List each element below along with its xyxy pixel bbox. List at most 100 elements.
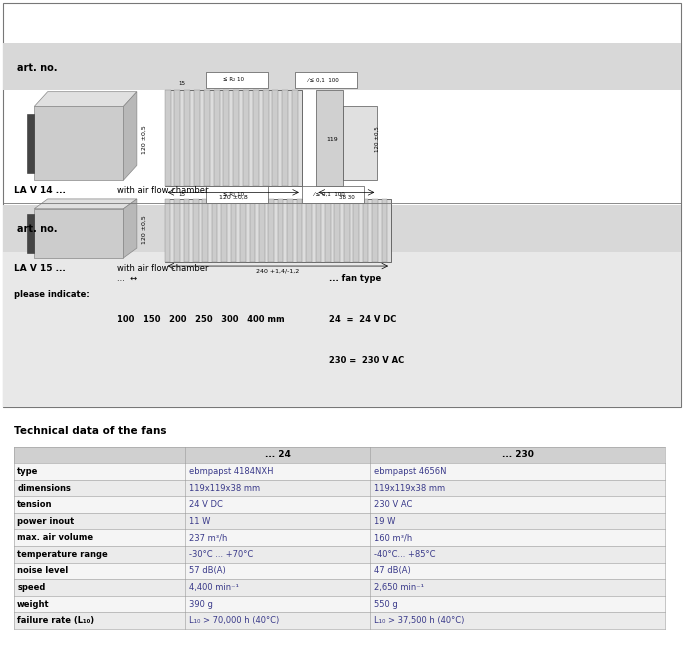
- Text: ... 24: ... 24: [265, 450, 291, 460]
- Bar: [3, 43, 681, 90]
- Bar: [174, 90, 180, 187]
- Y-axis label: R$_{th}$ [K/W]: R$_{th}$ [K/W]: [464, 193, 473, 223]
- Text: 11 W: 11 W: [189, 517, 210, 525]
- Bar: [34, 209, 123, 258]
- Text: LA V 14 ...: LA V 14 ...: [14, 186, 66, 195]
- Bar: [230, 199, 236, 262]
- Text: 24 VDC: 24 VDC: [648, 358, 667, 362]
- Bar: [381, 199, 387, 262]
- Text: ...  ↔: ... ↔: [117, 274, 137, 283]
- Text: 15: 15: [178, 192, 185, 197]
- Bar: [316, 199, 321, 262]
- Text: 120 ±0,5: 120 ±0,5: [375, 126, 380, 152]
- Polygon shape: [34, 199, 137, 209]
- Text: max. air volume: max. air volume: [17, 533, 93, 542]
- Text: 38 30: 38 30: [339, 195, 354, 200]
- Bar: [316, 90, 343, 187]
- Bar: [306, 199, 311, 262]
- Text: 230 VAC: 230 VAC: [648, 227, 669, 232]
- FancyBboxPatch shape: [206, 72, 268, 88]
- X-axis label: [mm]: [mm]: [568, 390, 584, 395]
- Bar: [204, 90, 210, 187]
- Polygon shape: [123, 92, 137, 180]
- Text: ebmpapst 4184NXH: ebmpapst 4184NXH: [189, 467, 273, 476]
- Bar: [185, 90, 190, 187]
- Bar: [165, 199, 391, 262]
- Bar: [250, 199, 255, 262]
- Bar: [3, 205, 681, 252]
- Bar: [212, 199, 217, 262]
- Text: noise level: noise level: [17, 566, 69, 576]
- Bar: [27, 213, 34, 253]
- Text: ... fan type: ... fan type: [329, 274, 381, 283]
- Bar: [272, 90, 279, 187]
- FancyBboxPatch shape: [295, 72, 357, 88]
- Text: -30°C ... +70°C: -30°C ... +70°C: [189, 550, 253, 559]
- Bar: [282, 90, 288, 187]
- Bar: [184, 199, 189, 262]
- Bar: [344, 199, 349, 262]
- Bar: [14, 480, 665, 497]
- Bar: [278, 199, 283, 262]
- Bar: [14, 596, 665, 613]
- Text: 19 W: 19 W: [374, 517, 395, 525]
- Text: ≤ R₂ 10: ≤ R₂ 10: [223, 77, 244, 83]
- Text: 160 m³/h: 160 m³/h: [374, 533, 412, 542]
- Text: dimensions: dimensions: [17, 484, 71, 493]
- FancyBboxPatch shape: [302, 187, 364, 203]
- Bar: [165, 90, 302, 187]
- Bar: [233, 90, 239, 187]
- Text: 4,400 min⁻¹: 4,400 min⁻¹: [189, 583, 239, 592]
- Text: 119: 119: [327, 137, 339, 142]
- Bar: [14, 529, 665, 546]
- Text: Technical data of the fans: Technical data of the fans: [14, 426, 166, 436]
- Bar: [263, 90, 268, 187]
- Text: 119x119x38 mm: 119x119x38 mm: [189, 484, 260, 493]
- Bar: [14, 613, 665, 629]
- Bar: [335, 199, 340, 262]
- Bar: [3, 252, 681, 407]
- Text: with air flow chamber: with air flow chamber: [117, 264, 208, 272]
- Text: with air flow chamber: with air flow chamber: [117, 186, 208, 195]
- Text: 390 g: 390 g: [189, 600, 213, 609]
- Bar: [174, 199, 180, 262]
- Text: 240 +1,4/-1,2: 240 +1,4/-1,2: [256, 268, 300, 274]
- Text: 120 ±0,5: 120 ±0,5: [141, 215, 147, 244]
- Bar: [287, 199, 293, 262]
- Bar: [194, 90, 200, 187]
- Bar: [343, 107, 377, 180]
- Text: 15: 15: [178, 81, 185, 87]
- Polygon shape: [34, 92, 137, 107]
- Text: 120 ±0,8: 120 ±0,8: [219, 195, 248, 200]
- Y-axis label: R$_{th}$ [K/W]: R$_{th}$ [K/W]: [464, 321, 473, 350]
- Text: 100   150   200   250   300   400 mm: 100 150 200 250 300 400 mm: [117, 315, 284, 324]
- Bar: [325, 199, 331, 262]
- Bar: [372, 199, 378, 262]
- Bar: [165, 199, 170, 262]
- Text: 24  =  24 V DC: 24 = 24 V DC: [329, 315, 397, 324]
- Bar: [353, 199, 359, 262]
- Bar: [243, 90, 249, 187]
- Text: ... 230: ... 230: [502, 450, 534, 460]
- Text: ⁄ ≤ 0,1  100: ⁄ ≤ 0,1 100: [314, 192, 345, 197]
- Text: 57 dB(A): 57 dB(A): [189, 566, 226, 576]
- Bar: [14, 447, 665, 463]
- Text: L₁₀ > 70,000 h (40°C): L₁₀ > 70,000 h (40°C): [189, 616, 279, 625]
- Text: 230 VAC: 230 VAC: [648, 348, 669, 354]
- Text: 24 VDC: 24 VDC: [648, 234, 667, 238]
- Text: ⁄ ≤ 0,1  100: ⁄ ≤ 0,1 100: [307, 77, 338, 83]
- Bar: [14, 546, 665, 562]
- Bar: [14, 579, 665, 596]
- Text: weight: weight: [17, 600, 50, 609]
- X-axis label: [mm]: [mm]: [568, 262, 584, 267]
- Text: LA V 15 ...: LA V 15 ...: [14, 264, 65, 272]
- Bar: [34, 107, 123, 180]
- Text: 230 =  230 V AC: 230 = 230 V AC: [329, 356, 405, 365]
- Text: art. no.: art. no.: [17, 224, 58, 234]
- Bar: [296, 199, 303, 262]
- Bar: [363, 199, 368, 262]
- FancyBboxPatch shape: [206, 187, 268, 203]
- Text: art. no.: art. no.: [17, 62, 58, 72]
- Text: temperature range: temperature range: [17, 550, 108, 559]
- Text: L₁₀ > 37,500 h (40°C): L₁₀ > 37,500 h (40°C): [374, 616, 464, 625]
